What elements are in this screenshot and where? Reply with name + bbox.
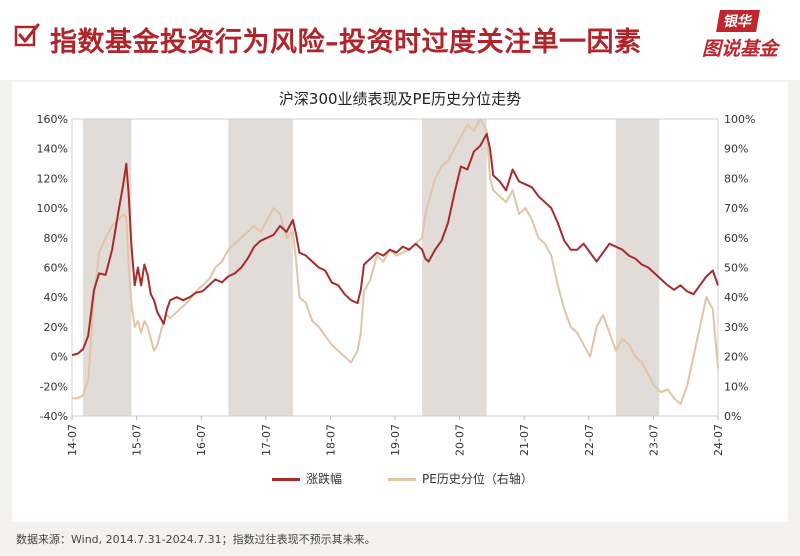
y-right-tick-label: 90% bbox=[724, 143, 748, 156]
page-title: 指数基金投资行为风险–投资时过度关注单一因素 bbox=[50, 27, 642, 58]
shaded-period-3 bbox=[615, 119, 660, 416]
source-note: 数据来源：Wind, 2014.7.31-2024.7.31；指数过往表现不预示… bbox=[16, 533, 376, 546]
legend-swatch-main bbox=[272, 478, 300, 481]
header-banner: 指数基金投资行为风险–投资时过度关注单一因素 银华 图说基金 bbox=[0, 0, 800, 80]
shaded-period-1 bbox=[228, 119, 293, 416]
y-left-tick-label: 0% bbox=[51, 351, 68, 364]
x-tick-label: 16-07 bbox=[195, 424, 208, 456]
y-left-tick-label: 80% bbox=[44, 232, 68, 245]
y-left-tick-label: 60% bbox=[44, 262, 68, 275]
y-right-tick-label: 70% bbox=[724, 202, 748, 215]
y-right-tick-label: 20% bbox=[724, 351, 748, 364]
legend-item-main: 涨跌幅 bbox=[272, 470, 342, 487]
x-tick-label: 23-07 bbox=[647, 424, 660, 456]
y-left-tick-label: 100% bbox=[37, 202, 68, 215]
y-right-tick-label: 100% bbox=[724, 113, 755, 126]
tick-labels: -40% -20% 0% 20% 40% 60% 80% 100% 120% 140% 160% 0%… bbox=[37, 113, 756, 456]
y-right-tick-label: 60% bbox=[724, 232, 748, 245]
y-left-tick-label: 20% bbox=[44, 321, 68, 334]
x-tick-label: 20-07 bbox=[454, 424, 467, 456]
chart-legend: 涨跌幅 PE历史分位（右轴） bbox=[0, 470, 800, 490]
series-line-main bbox=[71, 132, 719, 357]
chart-title: 沪深300业绩表现及PE历史分位走势 bbox=[278, 90, 522, 108]
legend-label-main: 涨跌幅 bbox=[306, 472, 343, 486]
x-tick-label: 19-07 bbox=[389, 424, 402, 456]
y-right-tick-label: 40% bbox=[724, 291, 748, 304]
legend-label-pe: PE历史分位（右轴） bbox=[422, 472, 533, 486]
y-left-tick-label: 120% bbox=[37, 172, 68, 185]
x-tick-label: 18-07 bbox=[324, 424, 337, 456]
y-right-tick-label: 30% bbox=[724, 321, 748, 334]
line-chart: -40% -20% 0% 20% 40% 60% 80% 100% 120% 140% 160% 0%… bbox=[37, 113, 756, 456]
x-tick-label: 15-07 bbox=[131, 424, 144, 456]
y-left-tick-label: -40% bbox=[40, 410, 68, 423]
x-tick-label: 14-07 bbox=[66, 424, 79, 456]
shaded-periods bbox=[82, 119, 660, 416]
x-tick-label: 24-07 bbox=[712, 424, 725, 456]
y-left-tick-label: 160% bbox=[37, 113, 68, 126]
legend-item-pe: PE历史分位（右轴） bbox=[388, 470, 533, 487]
shaded-period-2 bbox=[422, 119, 487, 416]
legend-swatch-pe bbox=[388, 478, 416, 481]
x-tick-label: 21-07 bbox=[518, 424, 531, 456]
y-left-tick-label: -20% bbox=[40, 380, 68, 393]
checkbox-icon bbox=[14, 23, 40, 47]
logo-bottom-text: 图说基金 bbox=[702, 38, 779, 60]
y-left-tick-label: 40% bbox=[44, 291, 68, 304]
chart-series bbox=[71, 118, 719, 406]
y-right-tick-label: 10% bbox=[724, 380, 748, 393]
chart-axes bbox=[71, 118, 719, 420]
y-left-tick-label: 140% bbox=[37, 143, 68, 156]
series-line-pe bbox=[72, 118, 719, 406]
x-tick-label: 17-07 bbox=[260, 424, 273, 456]
y-right-tick-label: 80% bbox=[724, 172, 748, 185]
y-right-tick-label: 50% bbox=[724, 262, 748, 275]
x-tick-label: 22-07 bbox=[583, 424, 596, 456]
y-right-tick-label: 0% bbox=[724, 410, 741, 423]
brand-logo: 银华 图说基金 bbox=[696, 8, 788, 70]
